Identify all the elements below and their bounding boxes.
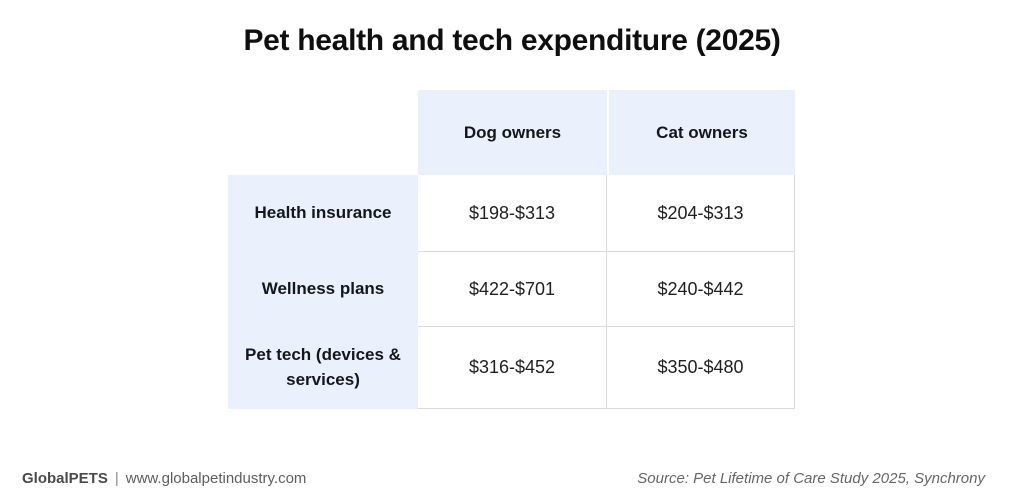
- source-note: Source: Pet Lifetime of Care Study 2025,…: [637, 470, 985, 487]
- footer: GlobalPETS | www.globalpetindustry.com Sou…: [22, 470, 985, 487]
- cell-health-insurance-dog-owners: $198-$313: [418, 175, 607, 252]
- cell-health-insurance-cat-owners: $204-$313: [607, 175, 795, 252]
- expenditure-table: Dog owners Cat owners Health insurance $…: [228, 90, 795, 409]
- page-title: Pet health and tech expenditure (2025): [243, 24, 781, 57]
- column-header-cat-owners: Cat owners: [607, 90, 795, 175]
- table-corner-cell: [228, 90, 418, 175]
- footer-brand-line: GlobalPETS | www.globalpetindustry.com: [22, 470, 306, 487]
- cell-wellness-plans-dog-owners: $422-$701: [418, 252, 607, 327]
- cell-wellness-plans-cat-owners: $240-$442: [607, 252, 795, 327]
- column-header-dog-owners: Dog owners: [418, 90, 607, 175]
- cell-pet-tech-cat-owners: $350-$480: [607, 327, 795, 409]
- row-label-wellness-plans: Wellness plans: [228, 252, 418, 327]
- website-url: www.globalpetindustry.com: [125, 470, 307, 487]
- brand-separator: |: [114, 470, 119, 487]
- cell-pet-tech-dog-owners: $316-$452: [418, 327, 607, 409]
- row-label-pet-tech: Pet tech (devices & services): [228, 327, 418, 409]
- row-label-health-insurance: Health insurance: [228, 175, 418, 252]
- brand-name: GlobalPETS: [22, 470, 108, 487]
